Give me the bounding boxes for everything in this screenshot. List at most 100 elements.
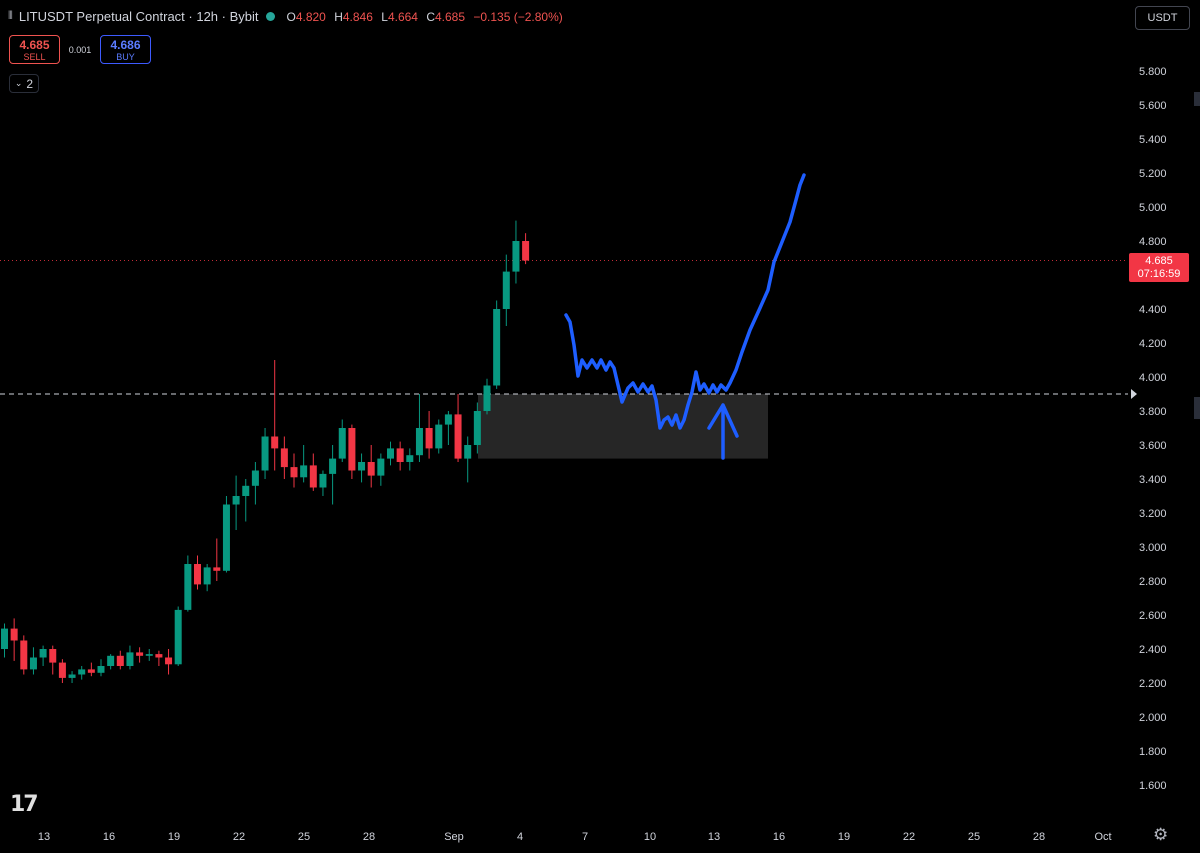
sell-buy-panel: 4.685 SELL 0.001 4.686 BUY — [9, 35, 151, 64]
y-tick-label: 1.600 — [1139, 780, 1167, 792]
buy-price: 4.686 — [110, 38, 141, 52]
candle-body — [290, 467, 298, 478]
candle-body — [10, 628, 18, 641]
candle-body — [126, 652, 134, 666]
x-tick-label: 28 — [1033, 831, 1045, 843]
sell-button[interactable]: 4.685 SELL — [9, 35, 60, 64]
candle-body — [242, 485, 250, 496]
y-tick-label: 1.800 — [1139, 746, 1167, 758]
bar-countdown: 07:16:59 — [1137, 268, 1181, 280]
chart-header: ⦀ LITUSDT Perpetual Contract · 12h · Byb… — [8, 9, 568, 24]
candle-body — [39, 649, 47, 658]
x-tick-label: 28 — [363, 831, 375, 843]
candle-body — [49, 649, 57, 663]
x-tick-label: 25 — [968, 831, 980, 843]
candle-body — [184, 564, 192, 610]
candle-body — [502, 271, 510, 309]
y-tick-label: 3.800 — [1139, 406, 1167, 418]
candle-body — [251, 470, 259, 486]
y-tick-label: 3.000 — [1139, 542, 1167, 554]
y-tick-label: 2.200 — [1139, 678, 1167, 690]
tradingview-logo-icon[interactable]: 17 — [10, 792, 39, 817]
candle-body — [155, 654, 163, 658]
close-value: 4.685 — [434, 9, 466, 24]
chevron-down-icon: ⌄ — [14, 78, 23, 88]
x-tick-label: 4 — [517, 831, 523, 843]
x-tick-label: 25 — [298, 831, 310, 843]
x-tick-label: 19 — [168, 831, 180, 843]
high-key: H — [334, 9, 343, 24]
y-tick-label: 4.000 — [1139, 372, 1167, 384]
candle-body — [232, 496, 240, 505]
x-tick-label: 10 — [644, 831, 656, 843]
ohlc-values: O4.820 H4.846 L4.664 C4.685 −0.135 (−2.8… — [286, 10, 567, 24]
candle-body — [87, 669, 95, 673]
indicators-toggle-button[interactable]: ⌄ 2 — [9, 74, 39, 93]
open-key: O — [286, 9, 296, 24]
candle-body — [203, 567, 211, 585]
candle-body — [483, 385, 491, 411]
candle-body — [261, 436, 269, 471]
candle-body — [406, 455, 414, 462]
candle-body — [58, 662, 66, 678]
candle-body — [68, 674, 76, 678]
candle-body — [396, 448, 404, 462]
candle-body — [1, 628, 8, 649]
candle-body — [174, 609, 182, 665]
candle-body — [271, 436, 279, 449]
y-tick-label: 5.000 — [1139, 202, 1167, 214]
candle-body — [522, 241, 530, 261]
candle-body — [454, 414, 462, 459]
x-tick-label: 7 — [582, 831, 588, 843]
candle-body — [358, 462, 366, 471]
x-tick-label: 22 — [903, 831, 915, 843]
candle-body — [367, 462, 375, 476]
candle-body — [329, 458, 337, 474]
x-tick-label: 16 — [103, 831, 115, 843]
candle-body — [136, 652, 144, 656]
x-tick-label: 13 — [38, 831, 50, 843]
candle-body — [444, 414, 452, 425]
y-tick-label: 5.600 — [1139, 100, 1167, 112]
chart-candle-icon: ⦀ — [8, 10, 13, 22]
candle-body — [512, 241, 520, 272]
arrow-up-drawing — [707, 403, 739, 460]
high-value: 4.846 — [342, 9, 373, 24]
indicators-count: 2 — [26, 76, 34, 91]
y-tick-label: 2.000 — [1139, 712, 1167, 724]
y-tick-label: 2.400 — [1139, 644, 1167, 656]
candle-body — [493, 309, 501, 386]
y-tick-label: 3.600 — [1139, 440, 1167, 452]
y-tick-label: 5.400 — [1139, 134, 1167, 146]
symbol-title[interactable]: LITUSDT Perpetual Contract · 12h · Bybit — [18, 9, 259, 24]
candle-body — [435, 424, 443, 449]
candle-body — [116, 655, 124, 666]
candle-body — [97, 666, 105, 673]
y-tick-label: 3.200 — [1139, 508, 1167, 520]
candle-body — [300, 465, 308, 478]
buy-button[interactable]: 4.686 BUY — [100, 35, 151, 64]
spread-value: 0.001 — [68, 44, 92, 55]
projection-drawing — [564, 173, 806, 430]
y-tick-label: 2.600 — [1139, 610, 1167, 622]
change-value: −0.135 (−2.80%) — [473, 9, 563, 24]
y-tick-label: 4.400 — [1139, 304, 1167, 316]
candle-body — [464, 445, 472, 459]
candle-body — [165, 657, 173, 665]
gear-icon[interactable]: ⚙ — [1153, 825, 1169, 844]
candle-body — [319, 473, 327, 488]
candle-body — [473, 411, 481, 445]
x-tick-label: 16 — [773, 831, 785, 843]
buy-label: BUY — [116, 52, 135, 62]
candle-body — [145, 654, 153, 656]
demand-zone-box — [478, 394, 768, 459]
candle-body — [280, 448, 288, 468]
close-key: C — [426, 9, 435, 24]
scroll-edge-mid — [1194, 397, 1200, 419]
currency-button[interactable]: USDT — [1135, 6, 1190, 30]
x-tick-label: 13 — [708, 831, 720, 843]
candle-body — [415, 428, 423, 456]
low-value: 4.664 — [387, 9, 418, 24]
y-tick-label: 5.200 — [1139, 168, 1167, 180]
